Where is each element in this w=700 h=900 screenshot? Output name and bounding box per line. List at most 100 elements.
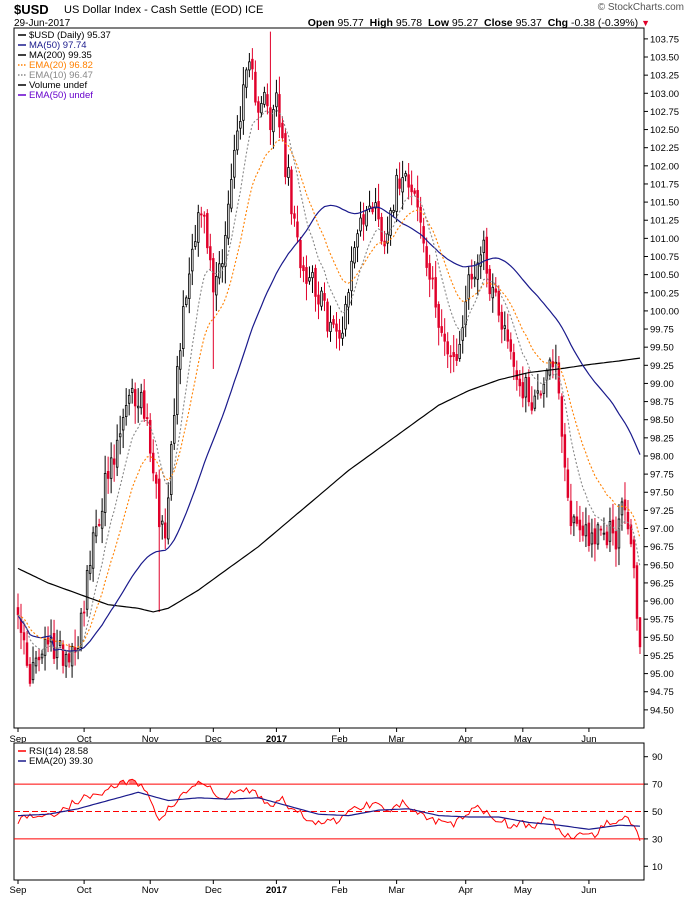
candle-body (287, 167, 290, 178)
candle-body (500, 311, 504, 330)
candle-body (239, 121, 242, 129)
candle-body (413, 190, 416, 194)
candle-body (179, 350, 182, 370)
price-y-tick-label: 100.25 (650, 288, 679, 299)
candle-body (118, 433, 122, 438)
price-y-tick-label: 103.00 (650, 89, 679, 100)
high-label: High (369, 17, 393, 29)
candle-body (365, 210, 368, 227)
price-x-tick-label: Oct (77, 734, 92, 745)
candle-body (296, 221, 299, 238)
price-y-tick-label: 96.00 (650, 597, 674, 608)
candle-body (506, 329, 510, 342)
rsi-x-tick-label: Nov (142, 885, 159, 896)
candle-body (323, 293, 326, 301)
candle-body (16, 607, 20, 616)
candle-body (176, 366, 179, 415)
candle-body (551, 361, 555, 368)
rsi-overbought-fill (129, 779, 133, 785)
candle-body (314, 267, 317, 297)
candle-body (461, 327, 464, 341)
candle-body (221, 263, 224, 268)
candle-body (350, 260, 353, 292)
candle-body (467, 274, 470, 300)
candle-body (136, 405, 140, 409)
legend-entry: EMA(50) undef (29, 90, 93, 101)
candle-body (185, 297, 188, 305)
rsi-overbought-fill (120, 780, 124, 785)
price-y-tick-label: 103.75 (650, 34, 679, 45)
price-y-tick-label: 97.25 (650, 506, 674, 517)
candle-body (230, 179, 233, 209)
candle-body (398, 178, 401, 189)
rsi-y-tick-label: 50 (652, 807, 663, 818)
candle-body (479, 254, 482, 267)
candle-body (464, 301, 467, 326)
close-value: 95.37 (515, 17, 542, 29)
candle-body (401, 177, 404, 193)
candle-body (115, 439, 119, 468)
candle-body (329, 321, 332, 332)
price-y-tick-label: 99.50 (650, 343, 674, 354)
candle-body (130, 387, 134, 393)
rsi-x-tick-label: Dec (205, 885, 222, 896)
candle-body (581, 525, 585, 536)
candle-body (626, 511, 630, 530)
candle-body (395, 174, 398, 212)
candle-body (617, 518, 621, 549)
candle-body (572, 516, 576, 524)
candle-body (284, 133, 287, 178)
candle-body (209, 246, 212, 261)
candle-body (254, 71, 257, 103)
legend-entry: EMA(20) 39.30 (29, 756, 93, 767)
candle-body (281, 122, 284, 139)
change-label: Chg (547, 17, 569, 29)
price-x-tick-label: Jun (581, 734, 596, 745)
down-arrow-icon: ▼ (641, 18, 650, 28)
candle-body (539, 393, 543, 396)
candle-body (575, 516, 579, 524)
high-value: 95.78 (395, 17, 423, 29)
rsi-x-tick-label: 2017 (266, 885, 287, 896)
candle-body (590, 532, 594, 545)
candle-body (278, 94, 281, 128)
candle-body (431, 277, 434, 280)
candle-body (410, 184, 413, 193)
candle-body (25, 642, 29, 666)
candle-body (157, 478, 161, 528)
candle-body (386, 233, 389, 244)
candle-body (46, 637, 50, 645)
price-y-tick-label: 97.50 (650, 488, 674, 499)
low-label: Low (428, 17, 449, 29)
price-y-tick-label: 102.75 (650, 107, 679, 118)
candle-body (587, 522, 591, 547)
candle-body (362, 214, 365, 225)
candle-body (151, 452, 155, 474)
candle-body (452, 352, 455, 357)
candle-body (605, 531, 609, 546)
candle-body (446, 341, 449, 355)
price-plot-frame (13, 27, 645, 729)
candle-body (356, 233, 359, 248)
price-y-tick-label: 98.75 (650, 397, 674, 408)
rsi-x-tick-label: Mar (388, 885, 404, 896)
candle-body (494, 288, 498, 293)
candle-body (455, 354, 458, 361)
candle-body (112, 458, 116, 465)
candle-body (509, 339, 513, 352)
candle-body (67, 653, 71, 663)
candle-body (593, 528, 597, 545)
candle-body (160, 520, 164, 525)
rsi-line (17, 778, 641, 841)
candle-body (164, 522, 167, 539)
candle-body (91, 532, 95, 569)
candle-body (482, 239, 485, 253)
price-y-tick-label: 103.50 (650, 53, 679, 64)
candle-body (215, 275, 218, 296)
price-y-tick-label: 95.00 (650, 669, 674, 680)
candle-body (536, 390, 540, 394)
price-y-tick-label: 101.50 (650, 198, 679, 209)
rsi-y-tick-label: 30 (652, 834, 663, 845)
candle-body (145, 417, 149, 419)
